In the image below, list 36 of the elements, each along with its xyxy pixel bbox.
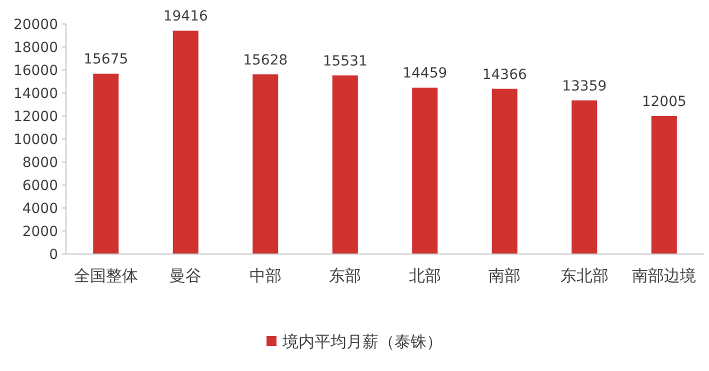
y-tick-label: 4000 <box>22 201 58 217</box>
y-tick-label: 2000 <box>22 224 58 240</box>
data-label: 15675 <box>84 52 128 68</box>
bar <box>492 88 518 254</box>
bar <box>651 116 677 254</box>
y-tick-label: 16000 <box>13 63 58 79</box>
x-tick-label: 东部 <box>329 266 362 285</box>
bar <box>332 75 358 254</box>
data-label: 15628 <box>243 52 288 68</box>
x-tick-label: 南部 <box>488 266 521 285</box>
y-tick-label: 20000 <box>13 17 58 33</box>
y-tick-label: 10000 <box>13 132 58 148</box>
data-label: 15531 <box>322 53 368 70</box>
data-label: 13359 <box>562 78 607 94</box>
x-tick-label: 南部边境 <box>632 266 696 285</box>
y-tick-label: 14000 <box>13 86 58 102</box>
y-tick-label: 18000 <box>13 40 58 56</box>
bar <box>252 74 278 254</box>
bar <box>93 74 119 254</box>
y-tick-label: 0 <box>49 247 58 263</box>
data-label: 12005 <box>642 94 686 110</box>
y-tick-label: 6000 <box>22 178 58 194</box>
bar <box>172 30 198 254</box>
x-tick-label: 曼谷 <box>170 266 202 285</box>
x-tick-label: 东北部 <box>560 266 608 285</box>
data-label: 14459 <box>402 66 448 82</box>
y-tick-label: 8000 <box>22 155 58 171</box>
data-label: 14366 <box>482 66 527 83</box>
data-label: 19416 <box>163 8 208 25</box>
x-tick-label: 中部 <box>249 266 282 285</box>
bar <box>572 100 598 254</box>
x-tick-label: 北部 <box>408 266 441 285</box>
y-tick-label: 12000 <box>13 109 58 125</box>
legend-label: 境内平均月薪（泰铢） <box>282 332 442 351</box>
bar <box>412 88 438 254</box>
x-tick-label: 全国整体 <box>74 266 138 285</box>
